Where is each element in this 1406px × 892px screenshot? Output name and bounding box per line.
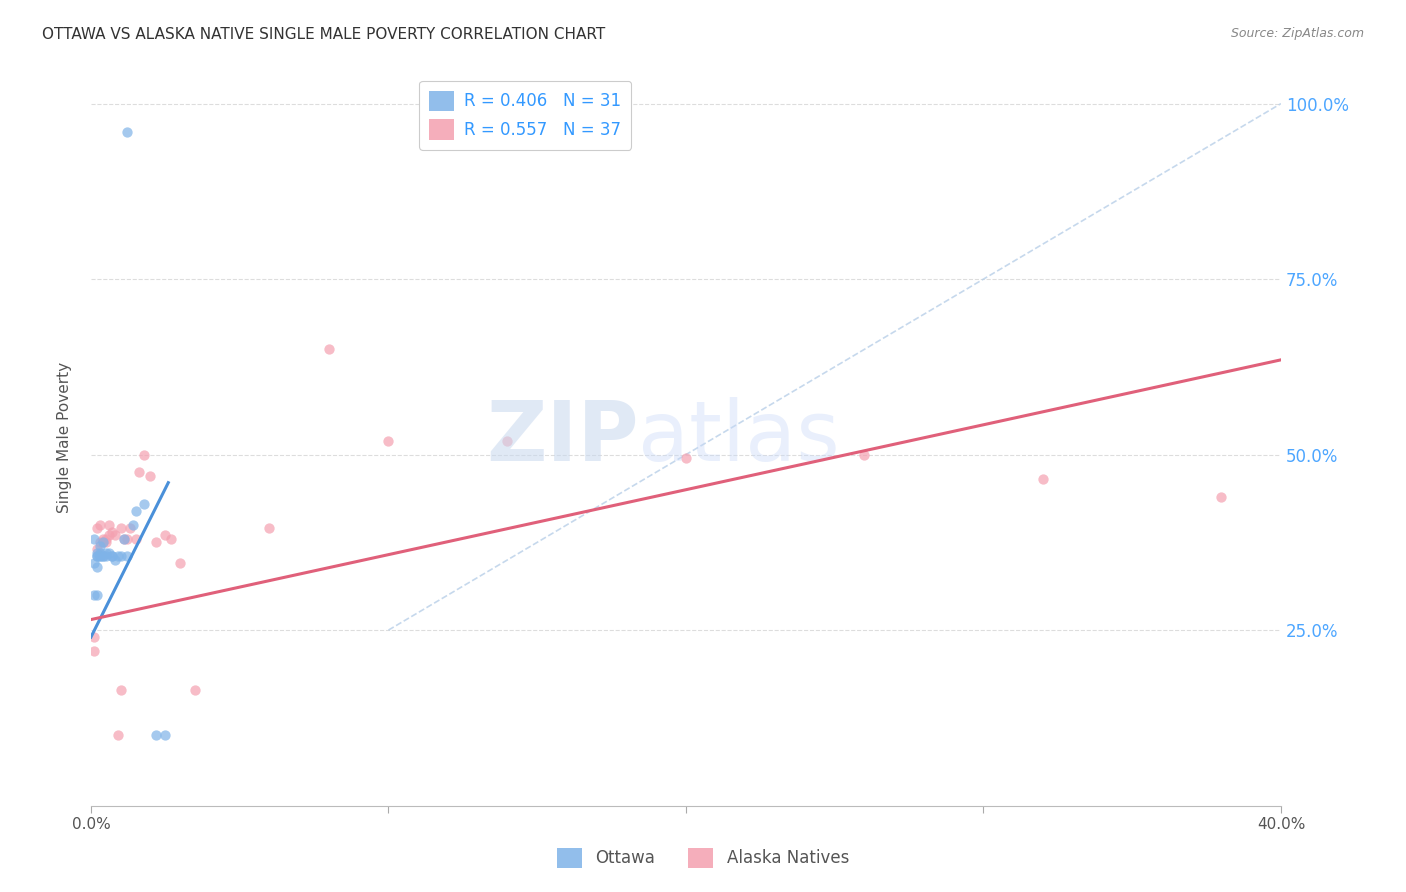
- Point: [155, 528, 177, 542]
- Text: OTTAWA VS ALASKA NATIVE SINGLE MALE POVERTY CORRELATION CHART: OTTAWA VS ALASKA NATIVE SINGLE MALE POVE…: [42, 27, 606, 42]
- Text: ZIP: ZIP: [486, 397, 638, 477]
- Point: [94, 532, 117, 546]
- Point: [155, 728, 177, 742]
- Point: [91, 549, 114, 564]
- Point: [100, 549, 122, 564]
- Point: [94, 549, 117, 564]
- Point: [97, 517, 120, 532]
- Point: [97, 528, 120, 542]
- Point: [110, 682, 132, 697]
- Point: [100, 549, 122, 564]
- Point: [83, 557, 105, 571]
- Point: [145, 728, 167, 742]
- Point: [112, 532, 135, 546]
- Point: [91, 535, 114, 549]
- Point: [91, 535, 114, 549]
- Point: [83, 630, 105, 644]
- Point: [86, 588, 108, 602]
- Point: [94, 546, 117, 560]
- Point: [110, 549, 132, 564]
- Point: [86, 549, 108, 564]
- Y-axis label: Single Male Poverty: Single Male Poverty: [58, 361, 72, 513]
- Point: [853, 448, 876, 462]
- Point: [128, 465, 150, 479]
- Text: atlas: atlas: [638, 397, 841, 477]
- Point: [1032, 472, 1054, 486]
- Point: [377, 434, 399, 448]
- Point: [110, 521, 132, 535]
- Point: [89, 546, 111, 560]
- Point: [91, 549, 114, 564]
- Point: [318, 343, 340, 357]
- Point: [89, 549, 111, 564]
- Point: [115, 125, 138, 139]
- Point: [169, 557, 191, 571]
- Point: [134, 448, 156, 462]
- Legend: Ottawa, Alaska Natives: Ottawa, Alaska Natives: [550, 841, 856, 875]
- Point: [675, 451, 697, 466]
- Point: [107, 728, 129, 742]
- Point: [83, 588, 105, 602]
- Point: [107, 549, 129, 564]
- Legend: R = 0.406   N = 31, R = 0.557   N = 37: R = 0.406 N = 31, R = 0.557 N = 37: [419, 80, 631, 150]
- Point: [124, 532, 146, 546]
- Point: [121, 517, 143, 532]
- Point: [83, 644, 105, 658]
- Point: [184, 682, 207, 697]
- Point: [124, 504, 146, 518]
- Point: [118, 521, 141, 535]
- Point: [91, 532, 114, 546]
- Point: [104, 528, 127, 542]
- Point: [86, 521, 108, 535]
- Point: [104, 553, 127, 567]
- Point: [86, 546, 108, 560]
- Point: [89, 535, 111, 549]
- Point: [86, 560, 108, 574]
- Point: [134, 497, 156, 511]
- Point: [1211, 490, 1233, 504]
- Point: [97, 546, 120, 560]
- Point: [86, 549, 108, 564]
- Point: [89, 539, 111, 553]
- Point: [115, 549, 138, 564]
- Point: [145, 535, 167, 549]
- Point: [115, 532, 138, 546]
- Point: [160, 532, 183, 546]
- Point: [259, 521, 281, 535]
- Point: [83, 532, 105, 546]
- Point: [94, 535, 117, 549]
- Point: [89, 549, 111, 564]
- Point: [139, 468, 162, 483]
- Point: [496, 434, 519, 448]
- Text: Source: ZipAtlas.com: Source: ZipAtlas.com: [1230, 27, 1364, 40]
- Point: [89, 517, 111, 532]
- Point: [100, 524, 122, 539]
- Point: [86, 542, 108, 557]
- Point: [112, 532, 135, 546]
